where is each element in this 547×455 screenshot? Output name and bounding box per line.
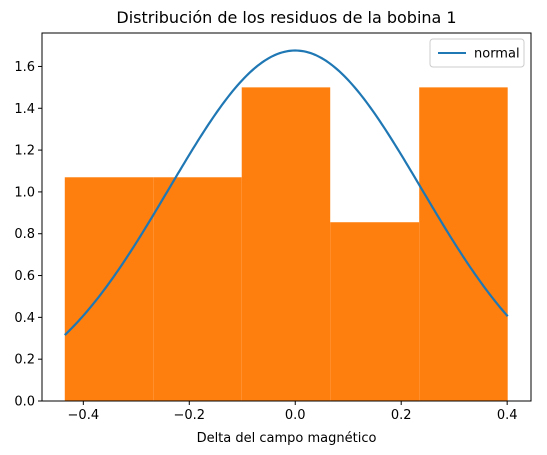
legend: normal xyxy=(429,38,525,68)
x-tick-label-0: −0.4 xyxy=(68,408,100,423)
series-line-normal xyxy=(64,49,509,336)
histogram-bar-4 xyxy=(419,87,508,401)
x-tick-label-4: 0.4 xyxy=(497,408,518,423)
y-tick-label-3: 0.6 xyxy=(14,269,35,284)
y-axis: 0.0 0.2 0.4 0.6 0.8 1.0 1.2 1.4 1.6 xyxy=(14,60,42,410)
y-tick-label-0: 0.0 xyxy=(14,395,35,410)
histogram-bar-1 xyxy=(153,177,242,401)
legend-label-normal: normal xyxy=(474,47,520,62)
histogram-bar-3 xyxy=(330,222,420,401)
plot-frame xyxy=(41,32,532,402)
x-tick-label-2: 0.0 xyxy=(285,408,306,423)
y-tick-label-4: 0.8 xyxy=(14,227,35,242)
normal-curve-layer xyxy=(64,49,509,336)
x-tick-label-3: 0.2 xyxy=(391,408,412,423)
y-tick-label-7: 1.4 xyxy=(14,102,35,117)
histogram-bar-0 xyxy=(64,177,154,401)
y-tick-label-5: 1.0 xyxy=(14,185,35,200)
y-tick-label-2: 0.4 xyxy=(14,311,35,326)
y-tick-label-6: 1.2 xyxy=(14,144,35,159)
chart-title: Distribución de los residuos de la bobin… xyxy=(116,8,456,27)
x-tick-label-1: −0.2 xyxy=(173,408,205,423)
y-tick-label-1: 0.2 xyxy=(14,353,35,368)
x-axis-label: Delta del campo magnético xyxy=(197,431,377,446)
y-tick-label-8: 1.6 xyxy=(14,60,35,75)
x-axis: −0.4 −0.2 0.0 0.2 0.4 xyxy=(68,401,518,423)
legend-box xyxy=(429,38,525,68)
histogram-bars xyxy=(64,87,508,401)
histogram-bar-2 xyxy=(241,87,331,401)
